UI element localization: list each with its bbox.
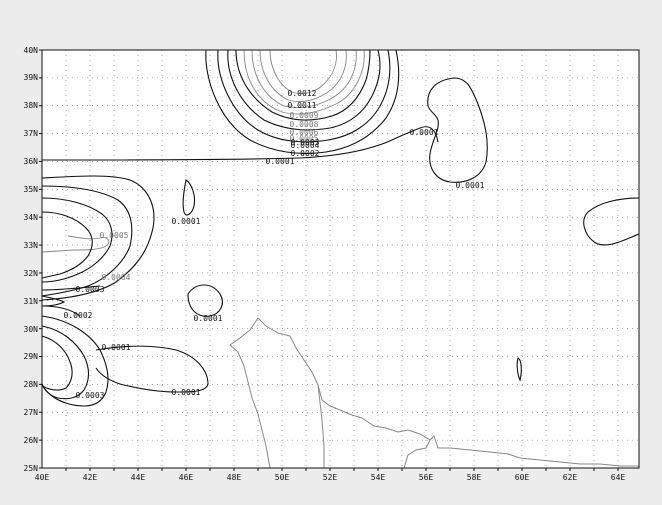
contour-label: 0.0003 bbox=[76, 285, 105, 294]
contour-label: 0.0012 bbox=[288, 89, 317, 98]
y-tick-label: 26N bbox=[24, 436, 39, 445]
x-tick-label: 54E bbox=[371, 473, 386, 482]
y-tick-label: 30N bbox=[24, 325, 39, 334]
x-tick-label: 46E bbox=[179, 473, 194, 482]
contour-label: 0.0004 bbox=[102, 273, 131, 282]
y-tick-label: 37N bbox=[24, 129, 39, 138]
y-tick-label: 29N bbox=[24, 352, 39, 361]
contour-label: 0.0003 bbox=[291, 138, 320, 147]
y-tick-label: 35N bbox=[24, 185, 39, 194]
contour-label: 0.0001 bbox=[172, 217, 201, 226]
contour-label: 0.0009 bbox=[290, 111, 319, 120]
x-tick-label: 60E bbox=[515, 473, 530, 482]
contour-label: 0.0001 bbox=[194, 314, 223, 323]
contour-label: 0.0005 bbox=[100, 231, 129, 240]
contour-label: 0.0001 bbox=[102, 343, 131, 352]
y-tick-label: 40N bbox=[24, 46, 39, 55]
x-tick-label: 56E bbox=[419, 473, 434, 482]
contour-label: 0.0002 bbox=[64, 311, 93, 320]
y-tick-label: 33N bbox=[24, 241, 39, 250]
x-tick-label: 40E bbox=[35, 473, 50, 482]
y-tick-label: 28N bbox=[24, 380, 39, 389]
x-tick-label: 44E bbox=[131, 473, 146, 482]
contour-label: 0.0011 bbox=[288, 101, 317, 110]
contour-label: 0.0003 bbox=[76, 391, 105, 400]
x-tick-label: 58E bbox=[467, 473, 482, 482]
y-tick-label: 34N bbox=[24, 213, 39, 222]
x-tick-label: 64E bbox=[611, 473, 626, 482]
contour-label: 0.0001 bbox=[410, 128, 439, 137]
y-tick-label: 38N bbox=[24, 101, 39, 110]
contour-label: 0.0001 bbox=[266, 157, 295, 166]
x-tick-label: 52E bbox=[323, 473, 338, 482]
contour-label: 0.0002 bbox=[291, 149, 320, 158]
contour-label: 0.0001 bbox=[172, 388, 201, 397]
y-axis-labels: 25N 26N 27N 28N 29N 30N 31N 32N 33N 34N … bbox=[24, 46, 39, 473]
x-tick-label: 48E bbox=[227, 473, 242, 482]
y-tick-label: 25N bbox=[24, 464, 39, 473]
y-tick-label: 39N bbox=[24, 73, 39, 82]
x-tick-label: 50E bbox=[275, 473, 290, 482]
x-axis-labels: 40E 42E 44E 46E 48E 50E 52E 54E 56E 58E … bbox=[35, 473, 626, 482]
y-tick-label: 36N bbox=[24, 157, 39, 166]
x-tick-label: 42E bbox=[83, 473, 98, 482]
y-tick-label: 32N bbox=[24, 269, 39, 278]
y-tick-label: 27N bbox=[24, 408, 39, 417]
contour-label: 0.0001 bbox=[456, 181, 485, 190]
x-tick-label: 62E bbox=[563, 473, 578, 482]
y-tick-label: 31N bbox=[24, 297, 39, 306]
